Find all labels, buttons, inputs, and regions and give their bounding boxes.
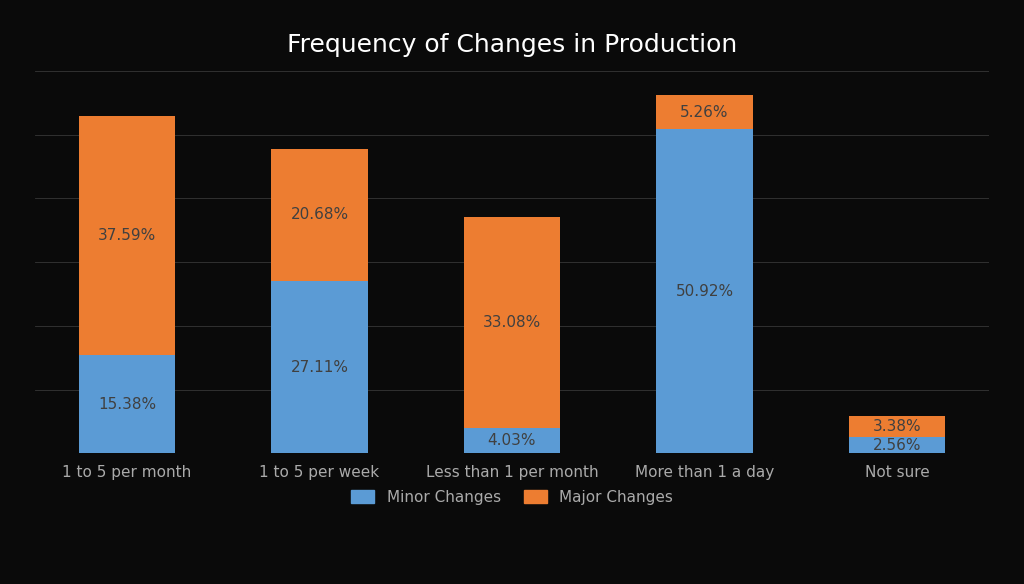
Legend: Minor Changes, Major Changes: Minor Changes, Major Changes [345,484,679,511]
Bar [271,281,368,453]
Text: 3.38%: 3.38% [872,419,922,434]
Bar [79,356,175,453]
Bar [464,217,560,428]
Text: 37.59%: 37.59% [98,228,156,243]
Text: 4.03%: 4.03% [487,433,537,448]
Text: 15.38%: 15.38% [98,397,156,412]
Text: 50.92%: 50.92% [676,284,733,298]
Bar [656,95,753,129]
Text: 27.11%: 27.11% [291,360,348,374]
Bar [656,129,753,453]
Bar [849,416,945,437]
Title: Frequency of Changes in Production: Frequency of Changes in Production [287,33,737,57]
Bar [271,149,368,281]
Text: 2.56%: 2.56% [872,438,922,453]
Text: 33.08%: 33.08% [483,315,541,330]
Bar [849,437,945,453]
Text: 5.26%: 5.26% [680,105,729,120]
Bar [79,116,175,356]
Text: 20.68%: 20.68% [291,207,348,223]
Bar [464,428,560,453]
